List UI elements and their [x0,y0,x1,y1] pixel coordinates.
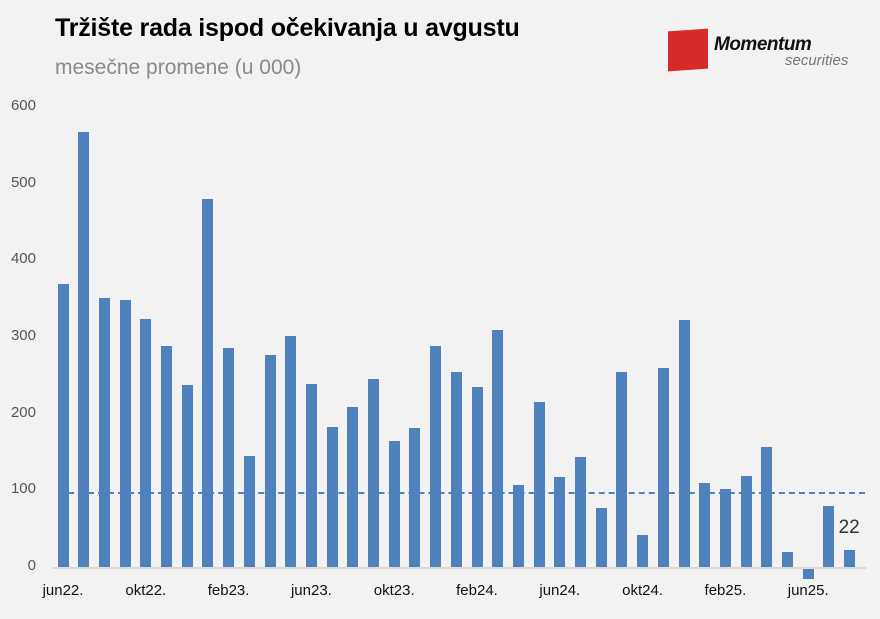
x-tick-label: okt22. [125,582,167,599]
x-tick-label: jun25. [787,582,829,599]
x-axis-line [52,567,866,569]
x-tick-label: feb24. [456,582,498,599]
bar-nov23 [409,428,421,567]
bar-okt22 [140,318,152,567]
bar-mar23 [243,455,255,567]
bar-avg22 [98,297,110,567]
bar-sep22 [119,300,131,567]
bar-apr23 [264,355,276,567]
bar-maj23 [285,336,297,567]
bar-nov22 [161,346,172,567]
bar-jun22 [57,284,69,567]
x-tick-label: feb23. [207,582,250,599]
bar-mar24 [492,330,504,567]
bar-jun24 [554,476,566,567]
x-tick-label: jun24. [539,582,581,599]
bar-okt24 [637,534,649,567]
bar-dec22 [181,385,193,567]
bar-jul22 [78,131,90,567]
bar-jun23 [305,383,317,567]
bar-apr25 [761,446,773,567]
bar-jan25 [699,483,711,567]
x-tick-label: jun22. [42,582,84,599]
bar-dec24 [678,320,690,567]
x-tick-label: okt24. [622,582,664,599]
x-tick-label: okt23. [373,582,415,599]
bar-jan24 [450,372,462,567]
bar-avg25 [844,550,856,567]
average-reference-line [58,491,865,494]
y-tick-label: 500 [10,173,36,191]
momentum-logo: Momentum securities [668,28,868,76]
y-tick-label: 0 [27,557,36,574]
bar-feb24 [471,386,483,567]
y-tick-label: 200 [10,403,36,421]
y-tick-label: 100 [10,480,36,498]
bar-jul24 [575,457,586,567]
bar-sep24 [616,372,628,567]
bar-maj24 [533,402,545,567]
bar-nov24 [657,368,669,567]
bar-apr24 [512,484,524,567]
logo-sub-text: securities [785,52,849,69]
bar-feb25 [719,488,731,567]
bull-icon [668,28,708,72]
bar-okt23 [388,441,400,567]
bar-jul23 [326,426,338,567]
bar-feb23 [223,347,235,567]
data-label: 22 [838,517,860,538]
bar-mar25 [740,475,752,567]
bar-jul25 [823,506,835,567]
bar-dec23 [430,346,442,567]
bar-jan23 [202,199,214,567]
x-tick-label: jun23. [290,582,332,599]
bar-avg23 [347,406,359,567]
logo-main-text: Momentum [714,34,812,55]
bar-jun25 [802,569,814,579]
y-tick-label: 400 [10,250,36,268]
chart-subtitle: mesečne promene (u 000) [55,56,302,79]
chart-title: Tržište rada ispod očekivanja u avgustu [55,14,520,42]
bar-avg24 [595,507,607,567]
bar-maj25 [782,552,793,567]
y-tick-label: 600 [10,97,36,114]
bar-sep23 [368,379,379,567]
x-tick-label: feb25. [704,582,747,599]
y-tick-label: 300 [10,327,36,344]
